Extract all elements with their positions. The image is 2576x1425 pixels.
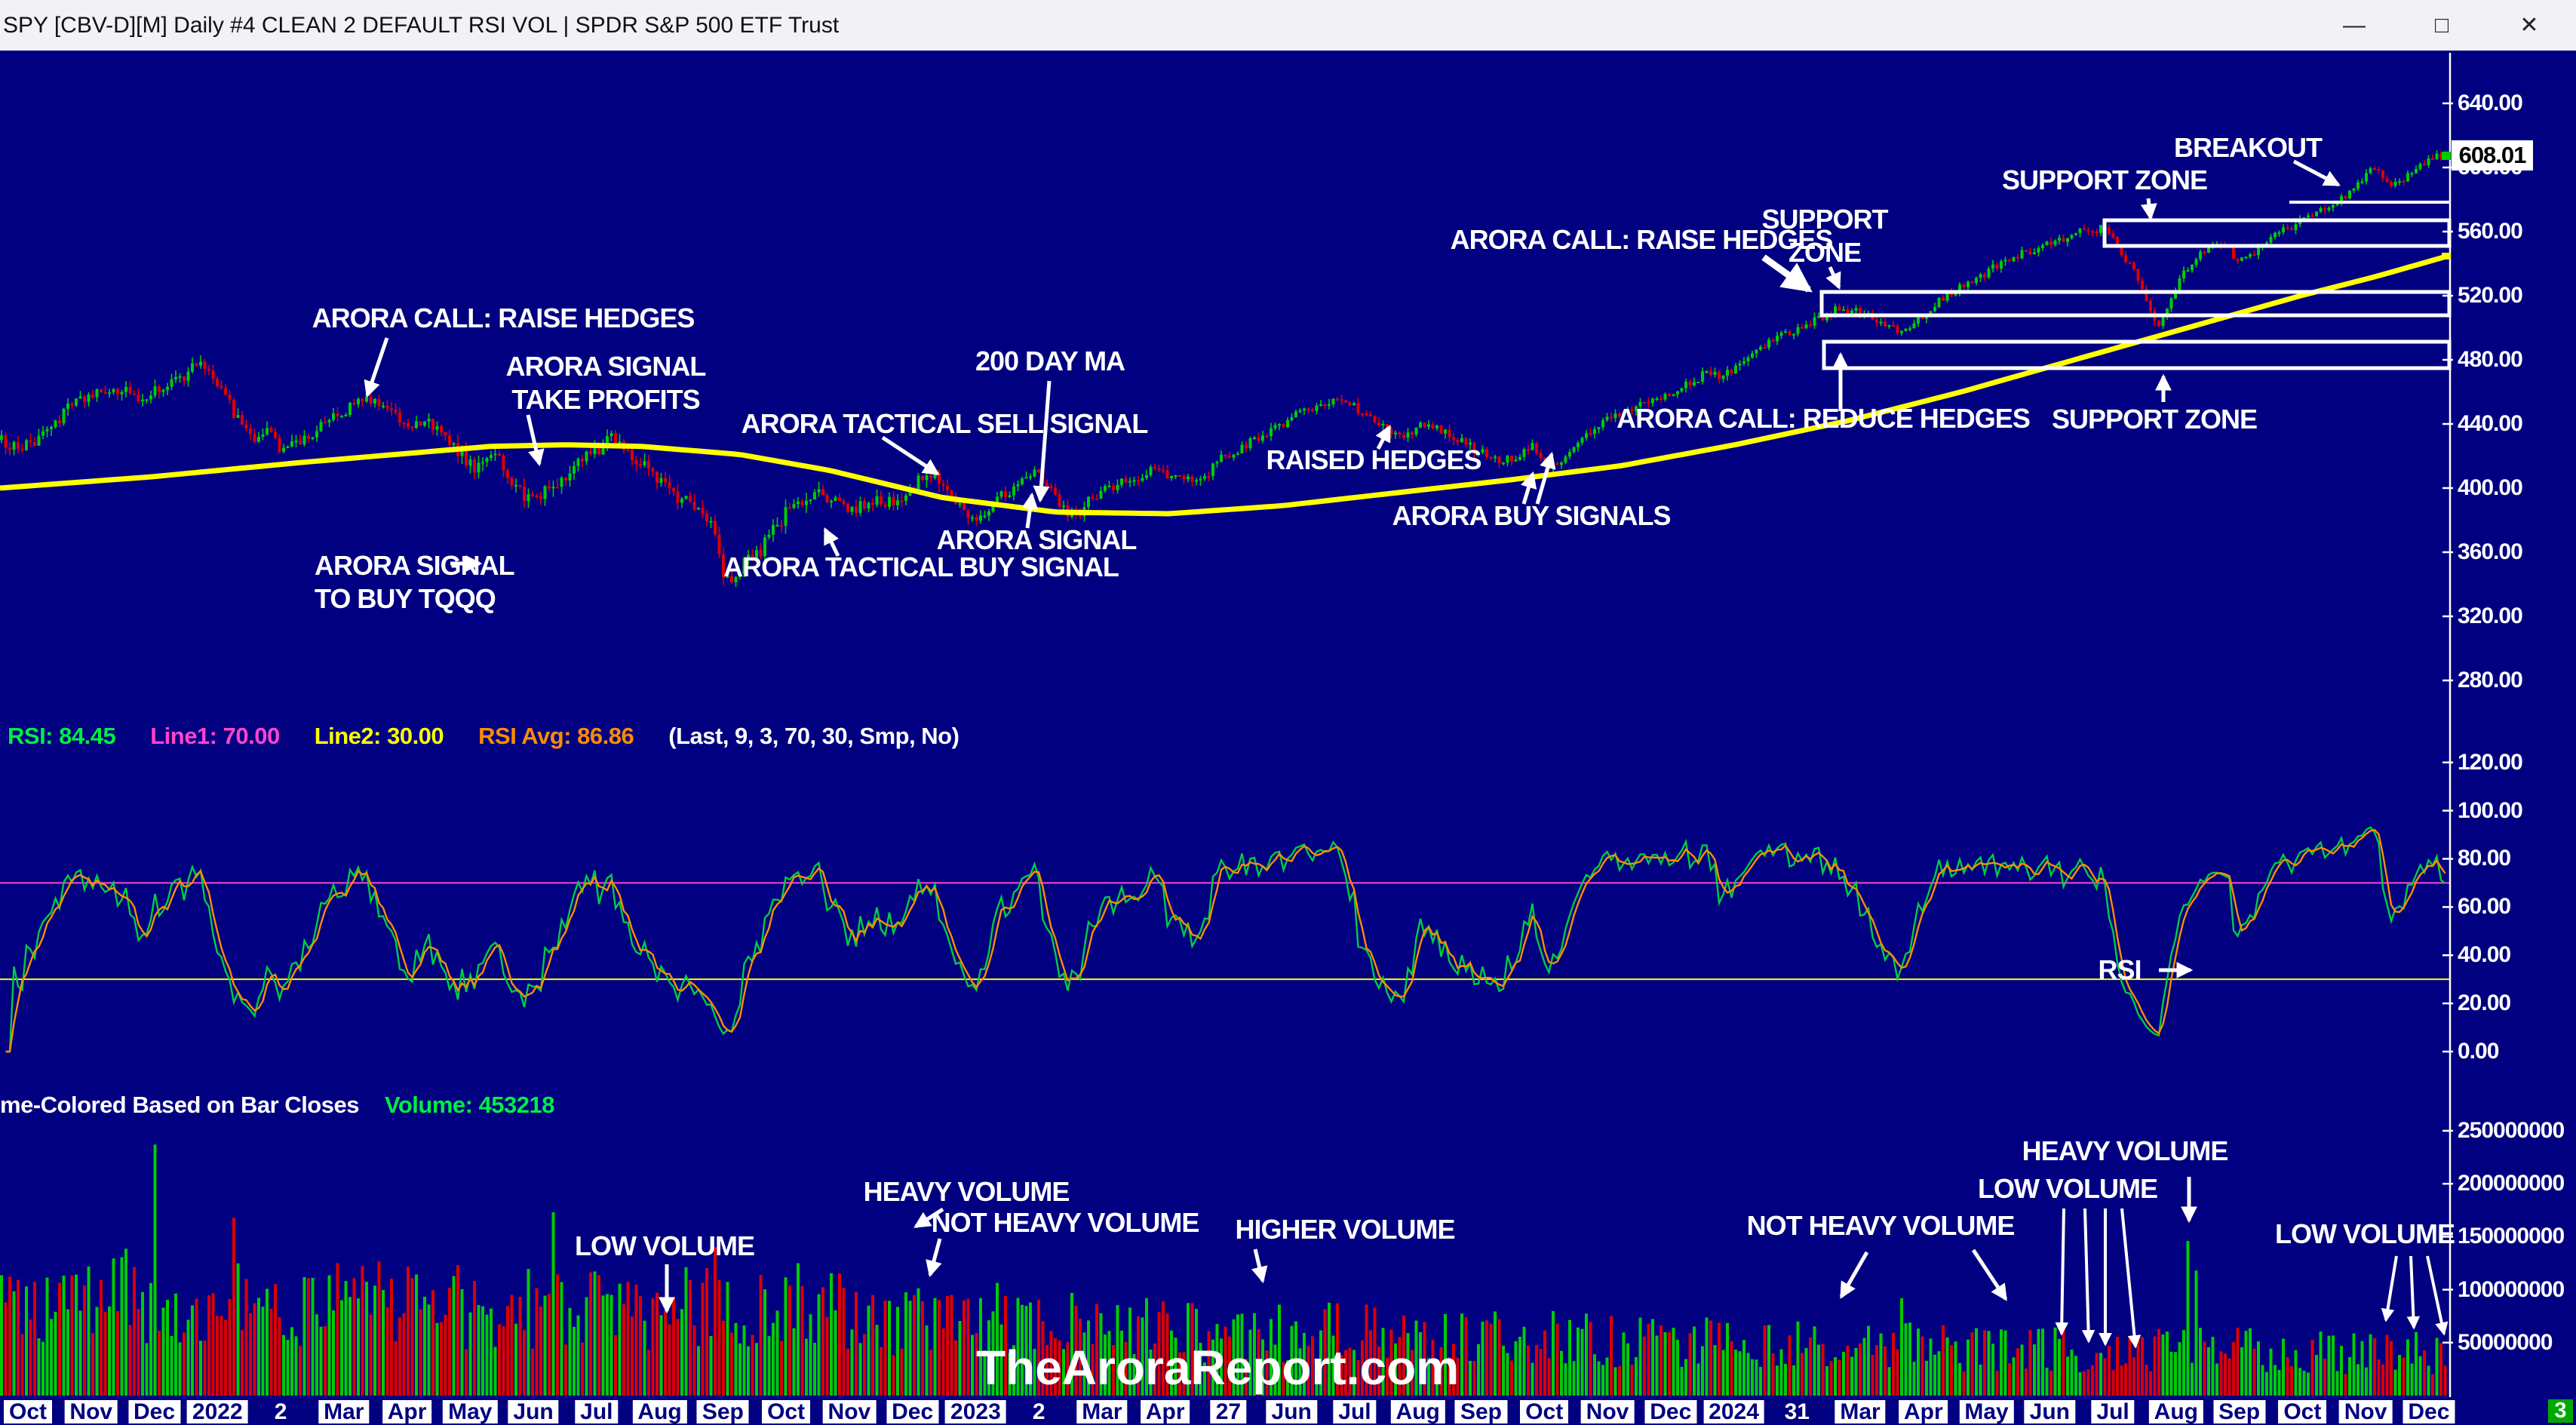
rsi-line1-value: Line1: 70.00 <box>150 723 280 749</box>
annotation-arrow <box>2140 198 2157 221</box>
annotation-arrow <box>2406 1255 2421 1330</box>
support-zone-rect <box>2102 218 2452 248</box>
rsi-avg-value: RSI Avg: 86.86 <box>478 723 634 749</box>
annotation-arrow <box>1375 425 1392 450</box>
annotation-arrow <box>526 414 545 467</box>
close-button[interactable]: ✕ <box>2513 9 2546 42</box>
volume-value: Volume: 453218 <box>384 1092 555 1118</box>
annotation-arrow <box>2081 1208 2095 1344</box>
window-controls: — □ ✕ <box>2338 0 2546 51</box>
annotation-arrow <box>881 435 940 476</box>
maximize-button[interactable]: □ <box>2425 9 2458 42</box>
annotation-arrow <box>913 1207 944 1229</box>
volume-color-mode-label: me-Colored Based on Bar Closes <box>0 1092 359 1118</box>
volume-pane-header: me-Colored Based on Bar Closes Volume: 4… <box>0 1092 555 1119</box>
annotation-arrow <box>2120 1208 2142 1349</box>
support-zone-rect <box>1822 339 2452 370</box>
title-bar: SPY [CBV-D][M] Daily #4 CLEAN 2 DEFAULT … <box>0 0 2576 51</box>
minimize-button[interactable]: — <box>2338 9 2371 42</box>
annotation-arrow <box>1839 1251 1869 1299</box>
annotation-arrow <box>1033 380 1052 503</box>
annotation-arrow <box>364 337 389 398</box>
rsi-pane-header: RSI: 84.45 Line1: 70.00 Line2: 30.00 RSI… <box>8 723 959 750</box>
annotation-arrow <box>823 527 840 557</box>
annotation-arrow <box>1535 451 1556 505</box>
rsi-params: (Last, 9, 3, 70, 30, Smp, No) <box>668 723 959 749</box>
annotation-arrow <box>1825 266 1841 290</box>
support-zone-rect <box>1819 290 2452 318</box>
annotation-arrow <box>2055 1208 2069 1336</box>
annotation-arrow <box>1251 1248 1268 1284</box>
annotation-arrow <box>2292 159 2341 187</box>
annotation-arrow <box>1521 471 1537 505</box>
annotation-arrow <box>1971 1248 2008 1301</box>
corner-count-badge: 3 <box>2548 1399 2573 1423</box>
annotation-arrow <box>2381 1255 2398 1322</box>
watermark: TheAroraReport.com <box>976 1341 1460 1395</box>
annotation-arrow <box>926 1238 942 1278</box>
annotation-arrow <box>1761 254 1813 293</box>
rsi-line2-value: Line2: 30.00 <box>314 723 444 749</box>
last-price-badge: 608.01 <box>2452 140 2533 170</box>
annotation-arrow <box>1021 492 1039 529</box>
rsi-value: RSI: 84.45 <box>8 723 116 749</box>
annotation-arrow <box>2426 1255 2449 1336</box>
window-title: SPY [CBV-D][M] Daily #4 CLEAN 2 DEFAULT … <box>3 12 840 38</box>
